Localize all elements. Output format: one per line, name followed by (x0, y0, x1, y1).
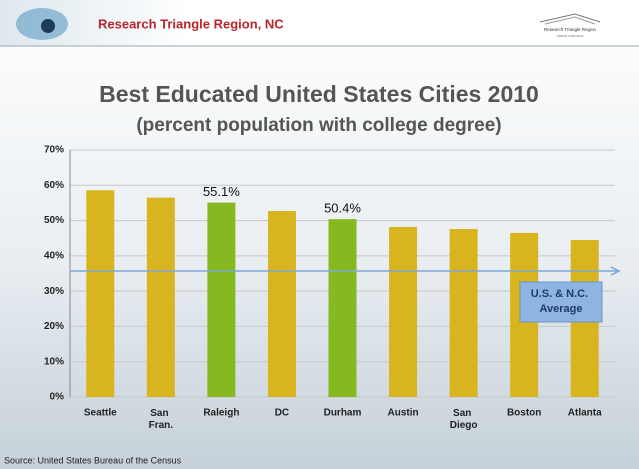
y-tick-label: 50% (44, 215, 64, 226)
y-tick-label: 20% (44, 321, 64, 332)
x-tick-label: San Fran. (149, 408, 174, 431)
logo-subtext: NORTH CAROLINA (557, 34, 584, 38)
x-tick-label: Atlanta (568, 408, 602, 419)
bar (146, 197, 175, 397)
x-tick-label: San Diego (450, 408, 478, 431)
y-tick-label: 40% (44, 250, 64, 261)
reference-arrow (610, 266, 621, 276)
y-tick-label: 0% (50, 392, 65, 403)
y-tick-label: 60% (44, 180, 64, 191)
x-tick-label: Durham (324, 408, 362, 419)
x-tick-label: Boston (507, 408, 541, 419)
source: Source: United States Bureau of the Cens… (4, 455, 182, 465)
logo-text: Research Triangle Region (544, 27, 597, 32)
header-bar (0, 0, 639, 46)
y-tick-label: 30% (44, 286, 64, 297)
reference-label: U.S. & N.C. Average (531, 288, 592, 315)
x-tick-label: DC (275, 408, 289, 419)
bar (449, 229, 478, 397)
header-icon-drop (41, 19, 55, 33)
data-label: 50.4% (324, 201, 361, 216)
bar (86, 190, 115, 397)
y-tick-label: 10% (44, 356, 64, 367)
chart-subtitle: (percent population with college degree) (136, 115, 501, 136)
x-tick-label: Austin (388, 408, 419, 419)
bar (389, 226, 418, 397)
y-tick-label: 70% (44, 145, 64, 156)
bar (267, 211, 296, 397)
x-tick-label: Seattle (84, 408, 117, 419)
bar (207, 202, 236, 397)
chart-title: Best Educated United States Cities 2010 (99, 81, 539, 107)
logo-mark (539, 13, 601, 23)
header-title: Research Triangle Region, NC (98, 16, 284, 31)
x-tick-label: Raleigh (203, 408, 239, 419)
data-label: 55.1% (203, 184, 240, 199)
bar (328, 219, 357, 397)
logo-mark (544, 16, 596, 25)
reference-box (519, 281, 603, 323)
